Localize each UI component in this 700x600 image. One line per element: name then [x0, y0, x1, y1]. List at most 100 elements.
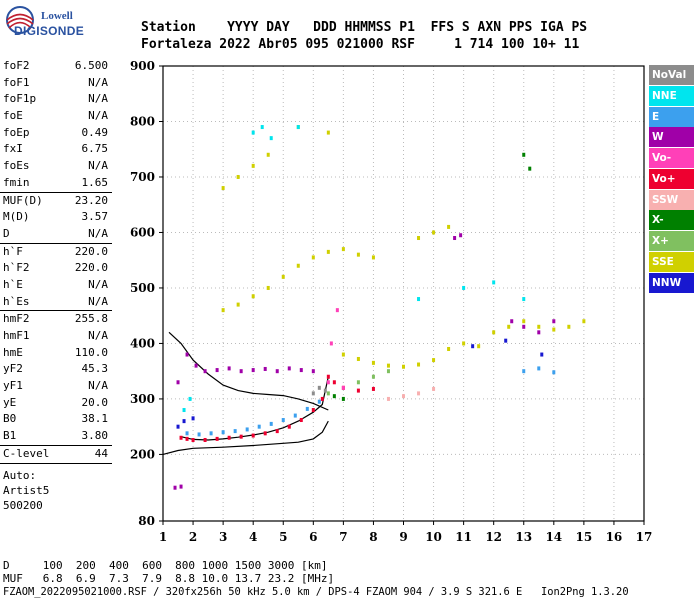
param-value: N/A: [88, 379, 108, 393]
echo-point: [326, 391, 330, 396]
autoscale-line: Artist5: [3, 483, 50, 497]
y-tick-label: 400: [130, 336, 155, 350]
x-tick-label: 13: [515, 530, 532, 544]
echo-point: [296, 263, 300, 268]
axis-ticks: 1 2 3 4 5 6 7 8 9 10 11 12 13 14 15 16 17802003004005006…: [130, 59, 652, 544]
echo-point: [402, 364, 405, 369]
echo-point: [239, 434, 243, 439]
echo-point: [251, 130, 255, 135]
echo-point: [417, 297, 421, 302]
echo-point: [432, 358, 436, 363]
echo-point: [182, 419, 186, 424]
x-tick-label: 11: [455, 530, 472, 544]
echo-point: [326, 130, 330, 135]
parameter-panel: foF2 6.500 foF1 N/A foF1p N/A foE N/A foEp 0.49 fx…: [0, 58, 112, 513]
echo-point: [227, 435, 231, 440]
param-value: 6.75: [81, 142, 109, 156]
globe-icon: [6, 6, 34, 34]
param-row: MUF(D) 23.20: [0, 193, 112, 210]
y-tick-label: 800: [130, 114, 155, 128]
param-name: yE: [3, 395, 17, 409]
param-row: foE N/A: [0, 108, 112, 125]
x-tick-label: 4: [249, 530, 257, 544]
param-value: N/A: [88, 277, 108, 291]
param-row: h`F 220.0: [0, 244, 112, 261]
panel-separator: [0, 191, 112, 193]
echo-point: [371, 255, 375, 260]
echo-point: [462, 285, 466, 290]
param-value: 220.0: [74, 261, 108, 275]
echo-point: [191, 437, 195, 442]
param-name: hmF2: [3, 312, 30, 326]
profile-curve: [162, 420, 329, 455]
echo-point: [251, 163, 255, 168]
param-name: M(D): [3, 210, 30, 224]
echo-point: [332, 394, 336, 399]
legend-item-ssw: SSW: [649, 189, 694, 210]
echo-point: [447, 224, 451, 229]
echo-point: [236, 302, 240, 307]
param-value: 0.49: [81, 125, 109, 139]
param-name: fxI: [3, 142, 23, 156]
echo-point: [311, 255, 315, 260]
echo-point: [182, 408, 186, 413]
echo-point: [263, 366, 267, 371]
param-row: fmin 1.65: [0, 175, 112, 192]
param-value: 6.500: [74, 59, 108, 72]
echo-point: [281, 418, 285, 423]
echo-point: [299, 368, 303, 373]
echo-point: [582, 319, 586, 324]
echo-point: [386, 396, 390, 401]
echo-point: [185, 436, 189, 441]
param-row: yF1 N/A: [0, 378, 112, 395]
legend-item-e: E: [649, 106, 694, 127]
logo-digisonde-text: DIGISONDE: [14, 24, 85, 38]
x-tick-label: 9: [399, 530, 407, 544]
echo-point: [251, 433, 255, 438]
param-row: foF1 N/A: [0, 75, 112, 92]
param-row: foEp 0.49: [0, 125, 112, 142]
lowell-digisonde-logo: [4, 4, 99, 44]
echo-point: [203, 369, 207, 374]
echo-point: [194, 363, 198, 368]
echo-point: [179, 484, 183, 489]
echo-point: [263, 431, 267, 436]
header-labels: Station YYYY DAY DDD HHMMSS P1 FFS S AXN…: [141, 20, 588, 35]
echo-point: [311, 391, 315, 396]
echo-point: [522, 319, 526, 324]
param-value: 38.1: [81, 412, 109, 426]
legend-item-w: W: [649, 127, 694, 148]
echo-point: [173, 485, 177, 490]
echo-point: [371, 360, 375, 365]
legend-item-nne: NNE: [649, 85, 694, 106]
echo-point: [552, 370, 556, 375]
echo-point: [326, 374, 330, 379]
echo-point: [215, 436, 219, 441]
echo-point: [332, 380, 336, 385]
param-name: foF1p: [3, 92, 37, 106]
param-row: D N/A: [0, 226, 112, 243]
echo-point: [209, 431, 213, 436]
echo-point: [221, 308, 225, 313]
echo-point: [245, 427, 249, 432]
echo-point: [296, 125, 300, 130]
footer-distance-row: D 100 200 400 600 800 1000 1500 3000 [km…: [3, 559, 328, 572]
echo-point: [453, 236, 457, 241]
param-value: N/A: [88, 159, 108, 173]
legend-item-nnw: NNW: [649, 272, 694, 293]
param-value: 44: [94, 446, 108, 460]
param-row: B0 38.1: [0, 411, 112, 428]
legend-item-noval: NoVal: [649, 65, 694, 85]
param-row: h`E N/A: [0, 277, 112, 294]
param-value: N/A: [88, 92, 108, 106]
footer-muf-row: MUF 6.8 6.9 7.3 7.9 8.8 10.0 13.7 23.2 […: [3, 572, 335, 585]
param-name: fmin: [3, 175, 30, 189]
param-name: D: [3, 226, 10, 240]
echo-point: [185, 431, 189, 436]
echo-point: [417, 236, 421, 241]
echo-point: [269, 421, 273, 426]
x-tick-label: 2: [189, 530, 197, 544]
echo-point: [323, 388, 327, 393]
y-tick-label: 300: [130, 392, 155, 406]
echo-point: [251, 294, 255, 299]
